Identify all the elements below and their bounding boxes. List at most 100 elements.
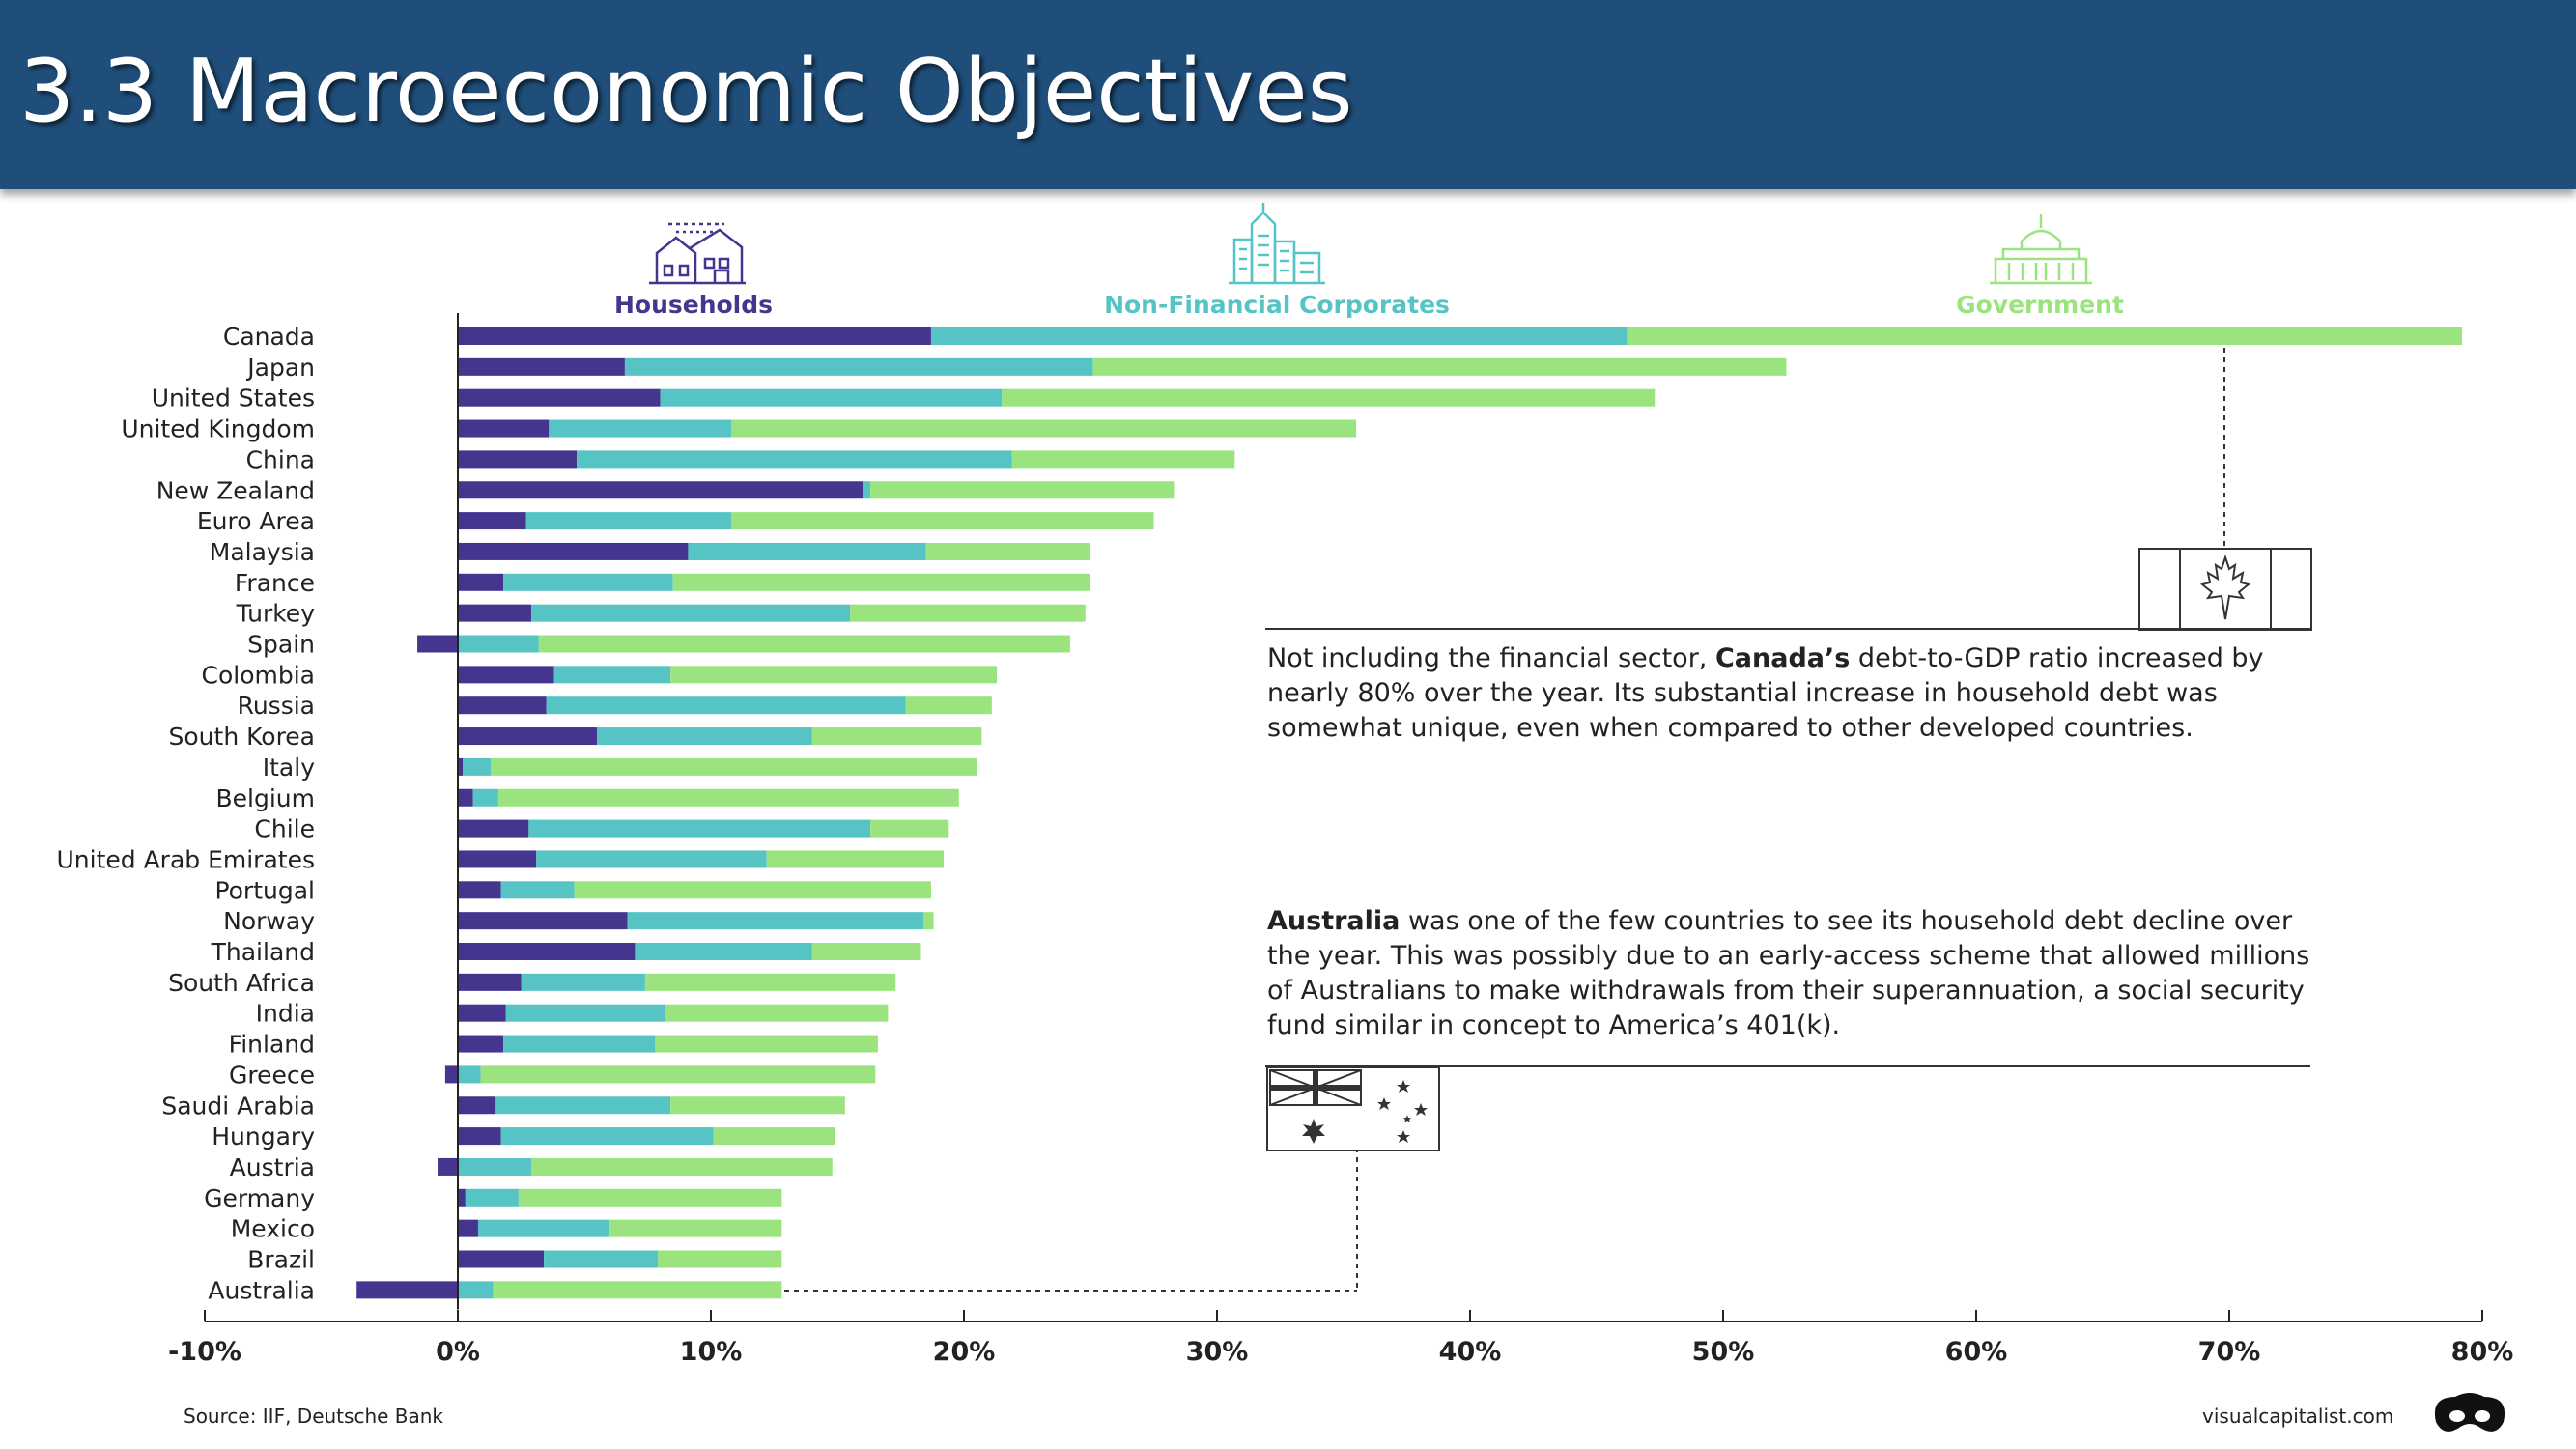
bar-greece-non-financial-corporates [458, 1065, 481, 1084]
bar-united-arab-emirates-government [766, 850, 945, 868]
bar-norway-non-financial-corporates [627, 912, 924, 930]
x-tick-label: 20% [933, 1337, 996, 1367]
x-tick-label: 0% [436, 1337, 480, 1367]
bar-south-korea-non-financial-corporates [597, 727, 812, 746]
brand-name: visualcapitalist.com [2202, 1405, 2394, 1428]
bar-south-africa-households [458, 973, 522, 991]
bar-south-africa-non-financial-corporates [521, 973, 645, 991]
office-buildings-icon [1229, 203, 1325, 285]
category-label: Belgium [216, 784, 316, 812]
x-tick-label: 30% [1186, 1337, 1249, 1367]
bar-india-non-financial-corporates [505, 1004, 665, 1022]
bar-australia-government [493, 1281, 782, 1299]
category-label: Norway [223, 907, 315, 935]
bar-south-africa-government [644, 973, 896, 991]
bar-chile-government [870, 819, 949, 838]
bar-finland-government [655, 1035, 878, 1053]
bar-greece-households [444, 1065, 458, 1084]
bar-turkey-non-financial-corporates [530, 604, 851, 622]
x-tick-label: 10% [680, 1337, 743, 1367]
title-bar: 3.3 Macroeconomic Objectives [0, 0, 2576, 189]
bar-japan-government [1092, 357, 1787, 376]
category-label: Italy [263, 753, 315, 781]
bar-saudi-arabia-households [458, 1096, 496, 1115]
australia-note: Australia was one of the few countries t… [1267, 904, 2330, 1043]
bar-austria-government [530, 1157, 833, 1176]
bar-united-kingdom-non-financial-corporates [549, 419, 731, 438]
category-label: Euro Area [197, 507, 315, 535]
bar-germany-non-financial-corporates [465, 1188, 519, 1207]
category-label: Colombia [202, 661, 315, 689]
bar-colombia-non-financial-corporates [553, 666, 671, 684]
bar-united-states-government [1002, 388, 1656, 407]
bar-finland-non-financial-corporates [503, 1035, 656, 1053]
visual-capitalist-logo [2434, 1393, 2505, 1432]
category-label: Malaysia [210, 538, 315, 566]
bar-finland-households [458, 1035, 504, 1053]
bar-malaysia-non-financial-corporates [688, 542, 926, 560]
category-label: South Africa [168, 969, 315, 997]
bar-thailand-government [811, 943, 921, 960]
bar-austria-non-financial-corporates [458, 1157, 531, 1176]
bar-south-korea-households [458, 727, 598, 746]
bar-france-households [458, 573, 504, 591]
page-title: 3.3 Macroeconomic Objectives [19, 41, 1353, 142]
category-label: South Korea [169, 723, 315, 751]
category-label: Canada [223, 323, 315, 351]
bar-new-zealand-households [458, 481, 863, 499]
category-label: Austria [230, 1153, 315, 1181]
x-tick-label: 40% [1439, 1337, 1502, 1367]
bar-chile-households [458, 819, 529, 838]
category-label: Japan [245, 354, 315, 382]
bar-united-kingdom-households [458, 419, 550, 438]
source-note: Source: IIF, Deutsche Bank [184, 1405, 444, 1428]
category-label: China [246, 445, 315, 473]
bar-thailand-households [458, 943, 636, 960]
bar-austria-households [438, 1157, 458, 1176]
bar-italy-households [458, 757, 464, 776]
maple-leaf-icon [2200, 555, 2250, 620]
bar-france-government [672, 573, 1090, 591]
bar-india-government [665, 1004, 889, 1022]
bar-canada-non-financial-corporates [930, 327, 1628, 345]
x-tick-label: -10% [168, 1337, 241, 1367]
x-tick-label: 60% [1945, 1337, 2008, 1367]
legend-non-financial-corporates: Non-Financial Corporates [1104, 291, 1450, 319]
bar-china-households [458, 450, 578, 469]
bar-saudi-arabia-non-financial-corporates [495, 1096, 671, 1115]
bar-norway-government [923, 912, 934, 930]
bar-brazil-government [657, 1250, 782, 1268]
bar-spain-non-financial-corporates [458, 635, 539, 653]
bar-turkey-government [850, 604, 1086, 622]
bar-united-arab-emirates-households [458, 850, 537, 868]
bar-euro-area-government [730, 512, 1154, 530]
bar-united-kingdom-government [730, 419, 1357, 438]
category-label: United Arab Emirates [56, 845, 315, 873]
bar-canada-government [1627, 327, 2463, 345]
house-icon [649, 222, 746, 285]
union-jack-and-stars-icon [1269, 1069, 1428, 1144]
bar-colombia-households [458, 666, 554, 684]
x-tick-label: 80% [2451, 1337, 2514, 1367]
bar-china-government [1011, 450, 1235, 469]
bar-chile-non-financial-corporates [528, 819, 871, 838]
bar-canada-households [458, 327, 931, 345]
category-label: Greece [229, 1061, 315, 1089]
bar-malaysia-households [458, 542, 689, 560]
bar-turkey-households [458, 604, 531, 622]
bar-malaysia-government [925, 542, 1090, 560]
bar-united-arab-emirates-non-financial-corporates [536, 850, 767, 868]
bar-portugal-non-financial-corporates [500, 881, 575, 899]
x-tick-label: 50% [1692, 1337, 1755, 1367]
category-label: India [256, 1000, 315, 1028]
legend-government: Government [1956, 291, 2124, 319]
bar-germany-government [518, 1188, 782, 1207]
canada-note-rule [1265, 628, 2310, 630]
category-label: New Zealand [156, 476, 315, 504]
australia-flag [1266, 1066, 1440, 1151]
bar-germany-households [458, 1188, 466, 1207]
category-label: Mexico [231, 1215, 315, 1243]
bar-mexico-households [458, 1219, 478, 1237]
bar-australia-households [356, 1281, 458, 1299]
bar-portugal-households [458, 881, 501, 899]
